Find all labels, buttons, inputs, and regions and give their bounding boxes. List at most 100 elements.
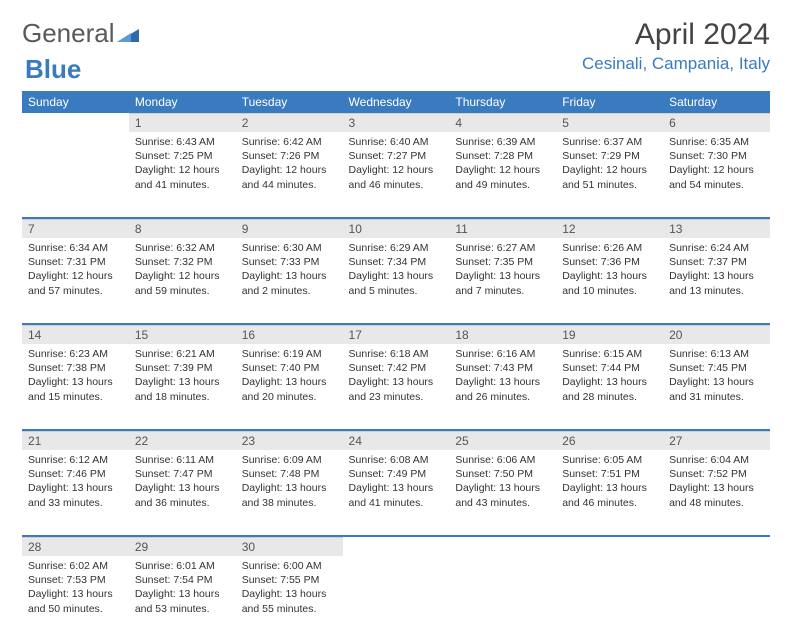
sunset-line: Sunset: 7:31 PM <box>28 255 123 269</box>
daylight-line: Daylight: 13 hours and 31 minutes. <box>669 375 764 403</box>
sunset-line: Sunset: 7:28 PM <box>455 149 550 163</box>
day-number: 30 <box>236 537 343 556</box>
week-row: Sunrise: 6:12 AMSunset: 7:46 PM Daylight:… <box>22 450 770 536</box>
daylight-line: Daylight: 13 hours and 46 minutes. <box>562 481 657 509</box>
day-number: 15 <box>129 325 236 344</box>
sunset-line: Sunset: 7:44 PM <box>562 361 657 375</box>
daynum-cell: 11 <box>449 219 556 238</box>
day-cell: Sunrise: 6:29 AMSunset: 7:34 PMDaylight:… <box>343 238 450 324</box>
day-details: Sunrise: 6:18 AMSunset: 7:42 PMDaylight:… <box>343 344 450 410</box>
sunrise-line: Sunrise: 6:21 AM <box>135 347 230 361</box>
day-details: Sunrise: 6:21 AMSunset: 7:39 PMDaylight:… <box>129 344 236 410</box>
day-cell: Sunrise: 6:19 AMSunset: 7:40 PMDaylight:… <box>236 344 343 430</box>
daynum-row: 21222324252627 <box>22 431 770 450</box>
daynum-cell <box>556 537 663 556</box>
daynum-cell: 3 <box>343 113 450 132</box>
day-number: 21 <box>22 431 129 450</box>
weekday-header: Friday <box>556 91 663 113</box>
daynum-cell: 6 <box>663 113 770 132</box>
daylight-line: Daylight: 13 hours and 38 minutes. <box>242 481 337 509</box>
daylight-line: Daylight: 13 hours and 26 minutes. <box>455 375 550 403</box>
day-details: Sunrise: 6:15 AMSunset: 7:44 PMDaylight:… <box>556 344 663 410</box>
daylight-line: Daylight: 13 hours and 50 minutes. <box>28 587 123 615</box>
daynum-cell: 5 <box>556 113 663 132</box>
sunrise-line: Sunrise: 6:27 AM <box>455 241 550 255</box>
day-details: Sunrise: 6:19 AMSunset: 7:40 PMDaylight:… <box>236 344 343 410</box>
daylight-line: Daylight: 13 hours and 36 minutes. <box>135 481 230 509</box>
location-label: Cesinali, Campania, Italy <box>582 54 770 74</box>
logo-triangle-icon <box>117 18 139 49</box>
sunset-line: Sunset: 7:45 PM <box>669 361 764 375</box>
sunset-line: Sunset: 7:46 PM <box>28 467 123 481</box>
daynum-cell: 23 <box>236 431 343 450</box>
day-cell: Sunrise: 6:15 AMSunset: 7:44 PMDaylight:… <box>556 344 663 430</box>
day-number: 22 <box>129 431 236 450</box>
week-row: Sunrise: 6:02 AMSunset: 7:53 PMDaylight:… <box>22 556 770 642</box>
daynum-cell: 14 <box>22 325 129 344</box>
day-number: 6 <box>663 113 770 132</box>
sunset-line: Sunset: 7:39 PM <box>135 361 230 375</box>
sunset-line: Sunset: 7:35 PM <box>455 255 550 269</box>
daynum-cell: 18 <box>449 325 556 344</box>
day-number: 1 <box>129 113 236 132</box>
daylight-line: Daylight: 13 hours and 41 minutes. <box>349 481 444 509</box>
daynum-cell <box>663 537 770 556</box>
sunset-line: Sunset: 7:36 PM <box>562 255 657 269</box>
day-number <box>556 537 663 541</box>
day-cell: Sunrise: 6:42 AMSunset: 7:26 PMDaylight:… <box>236 132 343 218</box>
daynum-cell: 27 <box>663 431 770 450</box>
day-details: Sunrise: 6:06 AMSunset: 7:50 PMDaylight:… <box>449 450 556 516</box>
sunrise-line: Sunrise: 6:35 AM <box>669 135 764 149</box>
sunset-line: Sunset: 7:42 PM <box>349 361 444 375</box>
sunset-line: Sunset: 7:49 PM <box>349 467 444 481</box>
sunset-line: Sunset: 7:55 PM <box>242 573 337 587</box>
daylight-line: Daylight: 13 hours and 23 minutes. <box>349 375 444 403</box>
day-cell: Sunrise: 6:23 AMSunset: 7:38 PMDaylight:… <box>22 344 129 430</box>
day-details: Sunrise: 6:08 AMSunset: 7:49 PMDaylight:… <box>343 450 450 516</box>
day-cell <box>663 556 770 642</box>
day-number: 20 <box>663 325 770 344</box>
sunrise-line: Sunrise: 6:43 AM <box>135 135 230 149</box>
day-cell: Sunrise: 6:40 AMSunset: 7:27 PMDaylight:… <box>343 132 450 218</box>
daynum-cell <box>343 537 450 556</box>
day-number: 18 <box>449 325 556 344</box>
sunset-line: Sunset: 7:26 PM <box>242 149 337 163</box>
daylight-line: Daylight: 13 hours and 7 minutes. <box>455 269 550 297</box>
sunset-line: Sunset: 7:54 PM <box>135 573 230 587</box>
daynum-cell: 7 <box>22 219 129 238</box>
day-cell: Sunrise: 6:09 AMSunset: 7:48 PMDaylight:… <box>236 450 343 536</box>
sunset-line: Sunset: 7:48 PM <box>242 467 337 481</box>
sunrise-line: Sunrise: 6:29 AM <box>349 241 444 255</box>
day-details: Sunrise: 6:16 AMSunset: 7:43 PMDaylight:… <box>449 344 556 410</box>
day-cell: Sunrise: 6:06 AMSunset: 7:50 PMDaylight:… <box>449 450 556 536</box>
week-row: Sunrise: 6:43 AMSunset: 7:25 PMDaylight:… <box>22 132 770 218</box>
day-details: Sunrise: 6:04 AMSunset: 7:52 PMDaylight:… <box>663 450 770 516</box>
sunrise-line: Sunrise: 6:12 AM <box>28 453 123 467</box>
sunset-line: Sunset: 7:38 PM <box>28 361 123 375</box>
day-number: 27 <box>663 431 770 450</box>
weekday-header: Saturday <box>663 91 770 113</box>
daylight-line: Daylight: 12 hours and 49 minutes. <box>455 163 550 191</box>
day-number: 29 <box>129 537 236 556</box>
daynum-cell: 20 <box>663 325 770 344</box>
day-cell: Sunrise: 6:16 AMSunset: 7:43 PMDaylight:… <box>449 344 556 430</box>
daynum-cell <box>449 537 556 556</box>
day-details: Sunrise: 6:29 AMSunset: 7:34 PMDaylight:… <box>343 238 450 304</box>
daynum-cell: 9 <box>236 219 343 238</box>
sunrise-line: Sunrise: 6:30 AM <box>242 241 337 255</box>
day-cell: Sunrise: 6:05 AMSunset: 7:51 PMDaylight:… <box>556 450 663 536</box>
daylight-line: Daylight: 13 hours and 48 minutes. <box>669 481 764 509</box>
daynum-cell: 28 <box>22 537 129 556</box>
sunrise-line: Sunrise: 6:05 AM <box>562 453 657 467</box>
day-cell: Sunrise: 6:26 AMSunset: 7:36 PMDaylight:… <box>556 238 663 324</box>
day-details: Sunrise: 6:34 AMSunset: 7:31 PMDaylight:… <box>22 238 129 304</box>
daynum-row: 14151617181920 <box>22 325 770 344</box>
day-details: Sunrise: 6:32 AMSunset: 7:32 PMDaylight:… <box>129 238 236 304</box>
day-cell: Sunrise: 6:30 AMSunset: 7:33 PMDaylight:… <box>236 238 343 324</box>
sunrise-line: Sunrise: 6:06 AM <box>455 453 550 467</box>
sunrise-line: Sunrise: 6:15 AM <box>562 347 657 361</box>
sunrise-line: Sunrise: 6:24 AM <box>669 241 764 255</box>
logo-text-1: General <box>22 18 115 49</box>
sunrise-line: Sunrise: 6:34 AM <box>28 241 123 255</box>
sunrise-line: Sunrise: 6:16 AM <box>455 347 550 361</box>
